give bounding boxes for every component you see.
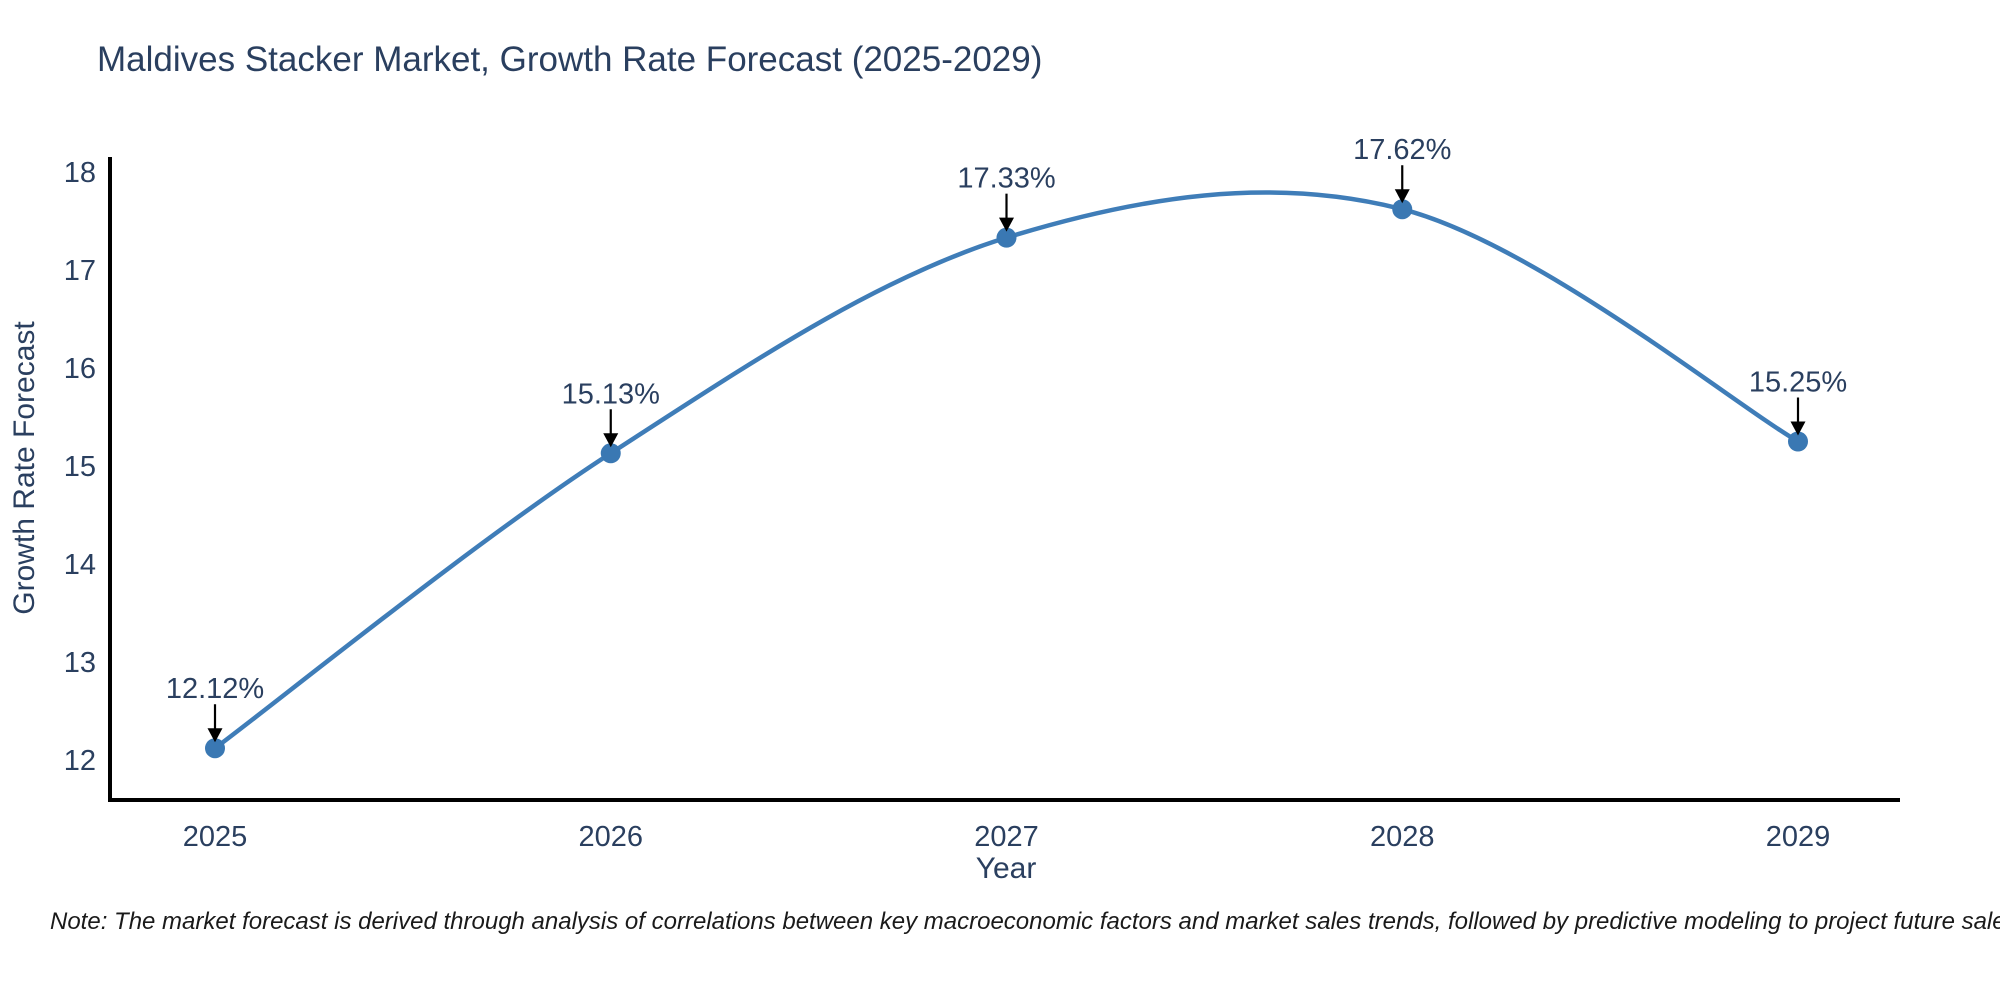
data-point[interactable] [600, 443, 621, 464]
annotation-arrowhead-icon [999, 217, 1014, 232]
x-tick-label: 2029 [1766, 821, 1831, 853]
chart-title: Maldives Stacker Market, Growth Rate For… [97, 40, 1043, 79]
y-tick-label: 17 [64, 255, 96, 287]
y-tick-label: 14 [64, 549, 96, 581]
data-point[interactable] [996, 227, 1017, 248]
annotation-arrowhead-icon [1790, 421, 1806, 436]
x-tick-label: 2027 [974, 821, 1039, 853]
data-point[interactable] [1392, 199, 1413, 220]
x-tick-label: 2025 [183, 821, 248, 853]
y-tick-label: 15 [64, 451, 96, 483]
x-axis-title: Year [975, 852, 1037, 885]
x-tick-label: 2028 [1370, 821, 1435, 853]
x-tick-label: 2026 [578, 821, 643, 853]
data-point[interactable] [1788, 431, 1808, 452]
data-point[interactable] [205, 738, 225, 759]
point-value-label: 12.12% [166, 673, 264, 705]
y-tick-label: 12 [64, 745, 96, 777]
annotation-arrowhead-icon [207, 728, 223, 743]
y-tick-label: 18 [64, 157, 96, 189]
y-tick-label: 13 [64, 647, 96, 679]
point-value-label: 15.25% [1749, 367, 1847, 399]
forecast-line [212, 190, 1801, 751]
annotation-arrowhead-icon [603, 433, 619, 448]
annotation-arrowhead-icon [1394, 189, 1410, 204]
point-value-label: 15.13% [562, 378, 660, 410]
footnote: Note: The market forecast is derived thr… [50, 908, 2000, 935]
point-value-label: 17.62% [1353, 134, 1451, 166]
y-axis-title: Growth Rate Forecast [8, 321, 41, 615]
point-value-label: 17.33% [957, 163, 1055, 195]
y-tick-label: 16 [64, 353, 96, 385]
